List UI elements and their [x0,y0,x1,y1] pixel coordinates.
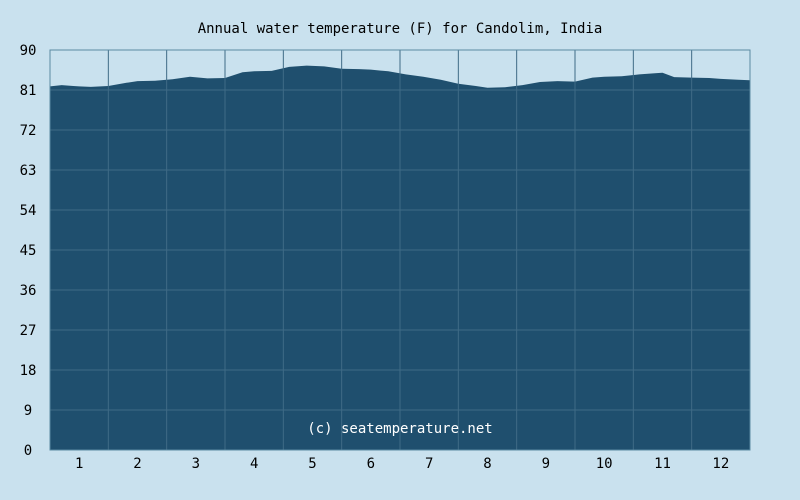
y-tick-label: 0 [24,443,32,459]
x-tick-label: 1 [75,456,83,472]
y-tick-label: 18 [20,363,37,379]
y-tick-label: 54 [20,203,37,219]
x-tick-label: 9 [542,456,550,472]
y-tick-label: 90 [20,43,37,59]
x-tick-label: 3 [192,456,200,472]
x-tick-label: 11 [654,456,671,472]
y-tick-label: 27 [20,323,37,339]
x-tick-label: 2 [133,456,141,472]
x-tick-label: 12 [712,456,729,472]
y-tick-label: 45 [20,243,37,259]
watermark-annotation: (c) seatemperature.net [307,421,492,437]
x-tick-label: 8 [483,456,491,472]
y-tick-label: 9 [24,403,32,419]
y-tick-label: 36 [20,283,37,299]
x-tick-label: 4 [250,456,258,472]
chart-title: Annual water temperature (F) for Candoli… [198,21,603,37]
y-tick-label: 72 [20,123,37,139]
x-tick-label: 5 [308,456,316,472]
y-tick-label: 63 [20,163,37,179]
plot-border [49,49,751,451]
x-tick-label: 7 [425,456,433,472]
x-tick-label: 10 [596,456,613,472]
y-tick-label: 81 [20,83,37,99]
y-axis-tick-labels: 0 9 18 27 36 45 54 63 72 81 90 [20,43,37,459]
x-axis-tick-labels: 1 2 3 4 5 6 7 8 9 10 11 12 [75,456,729,472]
x-tick-label: 6 [367,456,375,472]
